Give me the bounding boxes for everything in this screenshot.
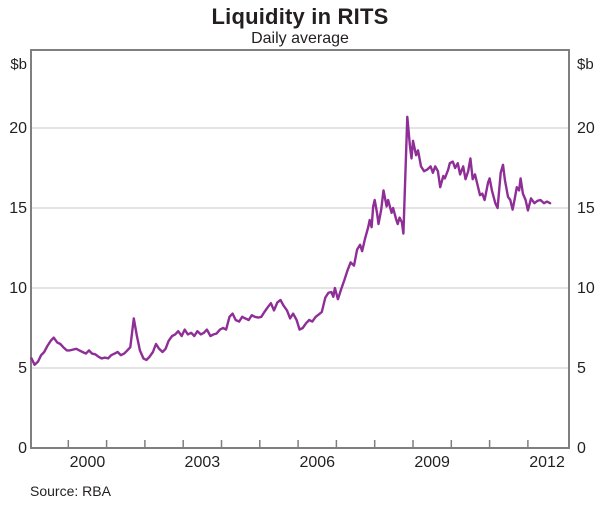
x-tick-label-2003: 2003 bbox=[185, 454, 221, 471]
chart-subtitle: Daily average bbox=[251, 30, 349, 47]
x-tick-label-2012: 2012 bbox=[529, 454, 565, 471]
x-tick-label-2000: 2000 bbox=[70, 454, 106, 471]
x-tick-label-2006: 2006 bbox=[299, 454, 335, 471]
y-tick-label-left-5: 5 bbox=[18, 360, 27, 377]
y-tick-label-right-0: 0 bbox=[577, 440, 586, 457]
y-tick-label-right-10: 10 bbox=[577, 280, 595, 297]
y-tick-label-left-10: 10 bbox=[9, 280, 27, 297]
chart-frame bbox=[30, 49, 570, 449]
y-axis-unit-label-left: $b bbox=[10, 56, 27, 73]
y-tick-label-left-15: 15 bbox=[9, 200, 27, 217]
y-axis-unit-label-right: $b bbox=[577, 56, 594, 73]
chart-title: Liquidity in RITS bbox=[211, 4, 389, 29]
y-tick-label-left-0: 0 bbox=[18, 440, 27, 457]
y-tick-label-right-20: 20 bbox=[577, 120, 595, 137]
y-tick-label-left-20: 20 bbox=[9, 120, 27, 137]
x-tick-label-2009: 2009 bbox=[414, 454, 450, 471]
y-tick-label-right-5: 5 bbox=[577, 360, 586, 377]
liquidity-line-series bbox=[30, 115, 552, 366]
y-tick-label-right-15: 15 bbox=[577, 200, 595, 217]
source-note: Source: RBA bbox=[30, 483, 111, 499]
